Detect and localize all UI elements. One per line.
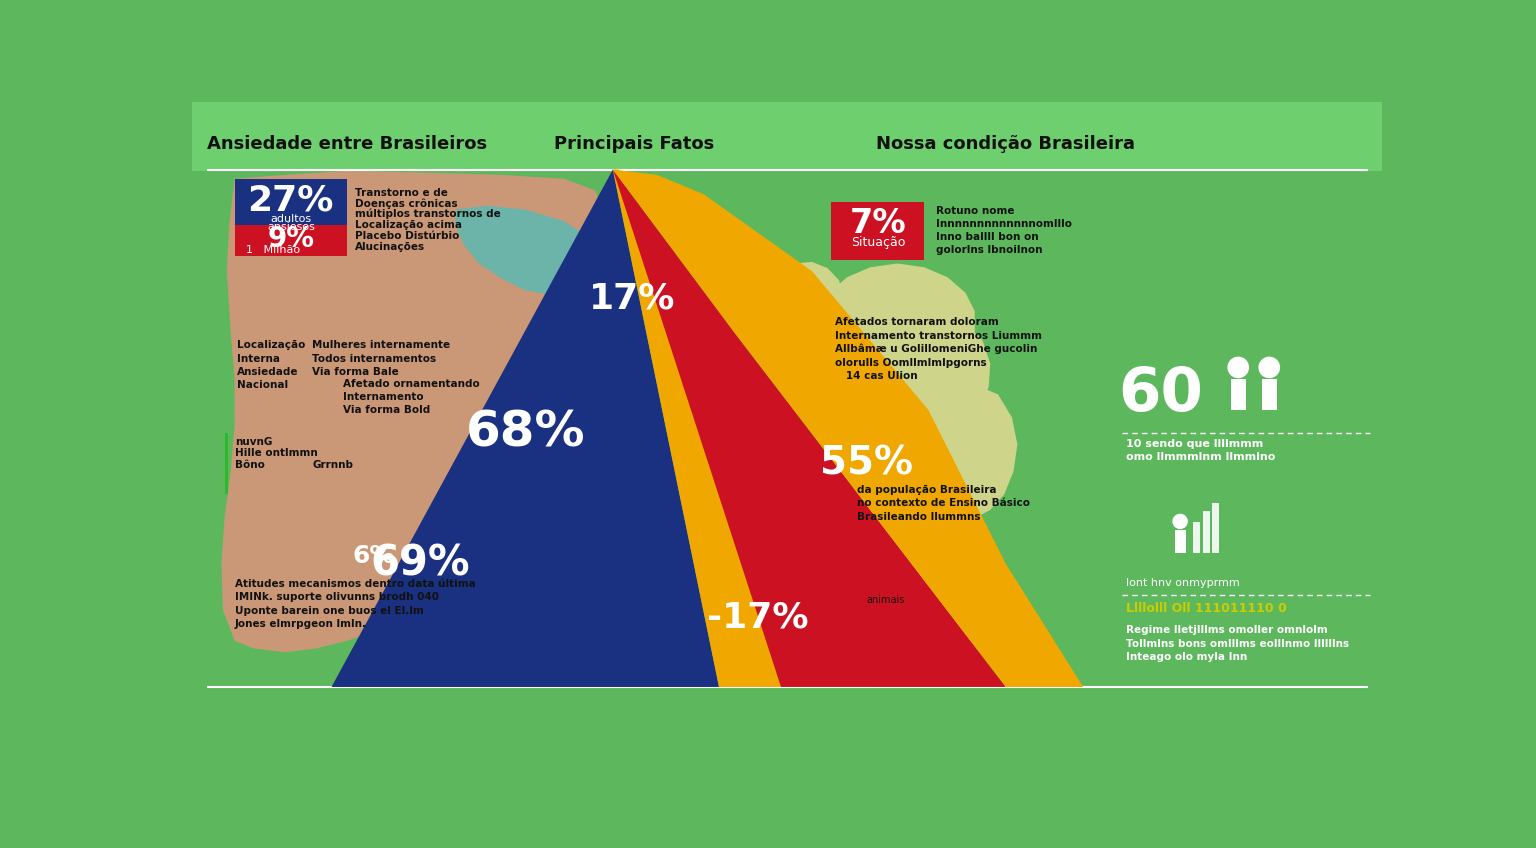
- Text: da população Brasileira
no contexto de Ensino Básico
Brasileando llummns: da população Brasileira no contexto de E…: [857, 485, 1031, 522]
- Text: 27%: 27%: [247, 183, 333, 217]
- Text: Afetado ornamentando
Internamento
Via forma Bold: Afetado ornamentando Internamento Via fo…: [343, 379, 479, 416]
- Circle shape: [1227, 357, 1249, 378]
- Text: 10 sendo que llllmmm
omo llmmmlnm llmmlno: 10 sendo que llllmmm omo llmmmlnm llmmln…: [1126, 439, 1275, 462]
- Text: 1   Milhão: 1 Milhão: [246, 244, 301, 254]
- Bar: [224, 432, 229, 494]
- Text: nuvnG: nuvnG: [235, 437, 272, 447]
- Text: Alucinações: Alucinações: [355, 242, 425, 252]
- Polygon shape: [221, 171, 602, 652]
- Text: Regime lletjlllms omoller omnlolm
Tollmlns bons omlllms eolllnmo llllllns
Inteag: Regime lletjlllms omoller omnlolm Tollml…: [1126, 625, 1349, 661]
- Polygon shape: [760, 262, 1017, 687]
- Circle shape: [1172, 514, 1187, 529]
- Text: 68%: 68%: [465, 409, 585, 457]
- Polygon shape: [613, 170, 780, 687]
- Bar: [235, 179, 347, 225]
- Polygon shape: [613, 170, 1006, 687]
- Text: Principais Fatos: Principais Fatos: [553, 135, 714, 153]
- Text: Localização acima: Localização acima: [355, 220, 462, 230]
- Text: animais: animais: [866, 594, 905, 605]
- Text: Afetados tornaram doloram
Internamento transtornos Liummm
Allbâmæ u GolillomeniG: Afetados tornaram doloram Internamento t…: [836, 317, 1043, 381]
- Polygon shape: [332, 170, 719, 687]
- Text: Hille ontlmmn: Hille ontlmmn: [235, 449, 318, 458]
- Text: Placebo Distúrbio: Placebo Distúrbio: [355, 231, 459, 241]
- Text: ansiosos: ansiosos: [267, 222, 315, 232]
- Text: Transtorno e de: Transtorno e de: [355, 187, 447, 198]
- Text: Mulheres internamente
Todos internamentos
Via forma Bale: Mulheres internamente Todos internamento…: [312, 340, 450, 377]
- Circle shape: [1258, 357, 1279, 378]
- Polygon shape: [475, 541, 571, 594]
- Polygon shape: [613, 170, 1083, 687]
- Text: lont hnv onmyprmm: lont hnv onmyprmm: [1126, 577, 1240, 588]
- Text: Atitudes mecanismos dentro data última
IMINk. suporte olivunns brodh 040
Uponte : Atitudes mecanismos dentro data última I…: [235, 579, 475, 628]
- Text: 60: 60: [1118, 365, 1203, 424]
- Text: Nossa condição Brasileira: Nossa condição Brasileira: [876, 135, 1135, 153]
- Text: 17%: 17%: [588, 281, 676, 315]
- Bar: [1230, 379, 1246, 410]
- Text: Rotuno nome
Innnnnnnnnnnnnomlllo
Inno ballll bon on
golorlns lbnoilnon: Rotuno nome Innnnnnnnnnnnnomlllo Inno ba…: [935, 206, 1072, 255]
- Text: Grrnnb: Grrnnb: [312, 460, 353, 470]
- Bar: [831, 202, 925, 259]
- Bar: [1261, 379, 1276, 410]
- Bar: [1212, 503, 1220, 553]
- Text: Localização
Interna
Ansiedade
Nacional: Localização Interna Ansiedade Nacional: [237, 340, 306, 390]
- Text: Doenças crônicas: Doenças crônicas: [355, 198, 458, 209]
- Text: 69%: 69%: [370, 543, 470, 585]
- Text: 6%: 6%: [353, 544, 395, 568]
- Text: Llllolll Oll 111011110 0: Llllolll Oll 111011110 0: [1126, 602, 1287, 616]
- Text: adultos: adultos: [270, 214, 312, 224]
- Bar: [1175, 530, 1186, 553]
- Bar: [235, 225, 347, 256]
- Text: Bôno: Bôno: [235, 460, 264, 470]
- Text: -17%: -17%: [707, 600, 808, 634]
- Text: 7%: 7%: [849, 207, 906, 240]
- Bar: [1193, 522, 1200, 553]
- Text: múltiplos transtornos de: múltiplos transtornos de: [355, 209, 501, 220]
- Polygon shape: [456, 206, 587, 294]
- Text: 55%: 55%: [820, 444, 912, 483]
- Bar: [192, 102, 1382, 171]
- Text: Ansiedade entre Brasileiros: Ansiedade entre Brasileiros: [207, 135, 487, 153]
- Bar: [1203, 510, 1209, 553]
- Text: 9%: 9%: [267, 225, 315, 253]
- Text: Situação: Situação: [851, 237, 905, 249]
